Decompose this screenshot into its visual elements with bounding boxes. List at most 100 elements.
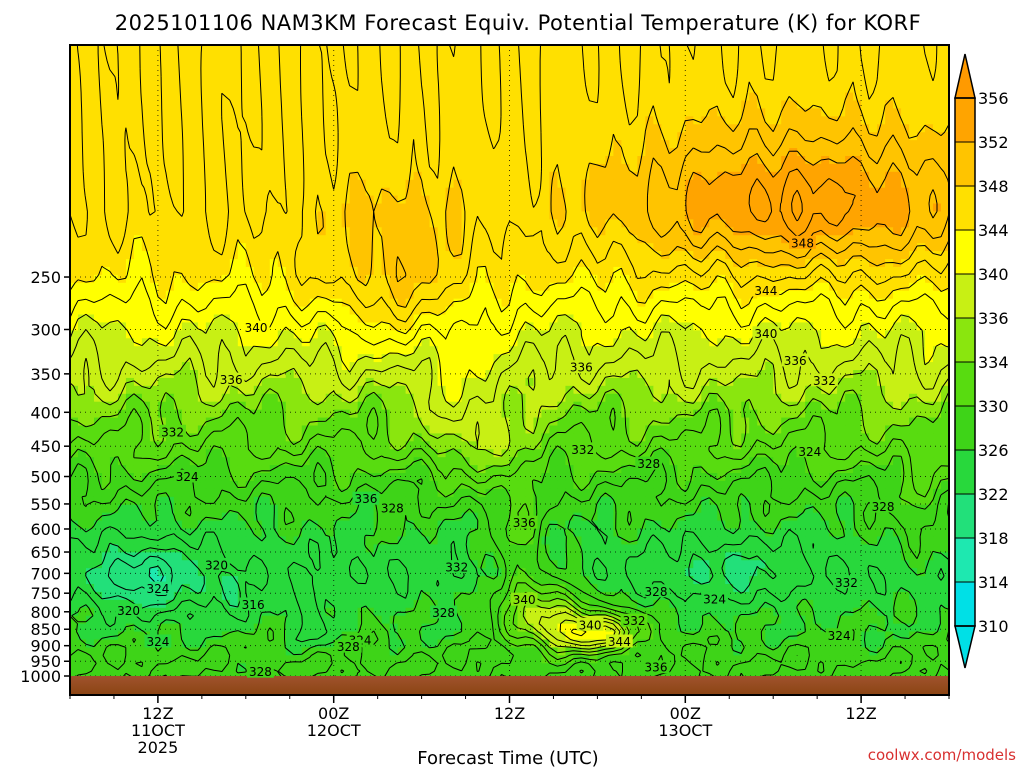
field-cell bbox=[805, 298, 814, 308]
field-cell bbox=[101, 155, 111, 165]
field-cell bbox=[93, 140, 103, 149]
field-cell bbox=[261, 290, 271, 300]
field-cell bbox=[477, 282, 487, 292]
field-cell bbox=[333, 266, 343, 276]
field-cell bbox=[621, 116, 630, 125]
field-cell bbox=[205, 266, 215, 276]
field-cell bbox=[149, 219, 159, 228]
field-cell bbox=[349, 354, 359, 363]
field-cell bbox=[869, 76, 878, 86]
field-cell bbox=[181, 171, 191, 181]
field-cell bbox=[621, 338, 630, 347]
field-cell bbox=[373, 290, 383, 300]
field-cell bbox=[941, 155, 949, 165]
field-cell bbox=[933, 52, 942, 62]
field-cell bbox=[293, 290, 303, 300]
field-cell bbox=[565, 298, 575, 308]
field-cell bbox=[829, 148, 838, 157]
field-cell bbox=[413, 243, 423, 252]
field-cell bbox=[261, 132, 271, 141]
field-cell bbox=[893, 211, 902, 220]
field-cell bbox=[189, 219, 199, 228]
field-cell bbox=[333, 60, 343, 70]
field-cell bbox=[805, 52, 814, 62]
field-cell bbox=[773, 298, 782, 308]
field-cell bbox=[901, 227, 910, 236]
field-cell bbox=[213, 140, 223, 149]
field-cell bbox=[133, 290, 143, 300]
field-cell bbox=[117, 92, 127, 102]
field-cell bbox=[709, 108, 718, 117]
field-cell bbox=[765, 124, 774, 133]
field-cell bbox=[149, 132, 159, 141]
field-cell bbox=[741, 330, 750, 339]
field-cell bbox=[221, 45, 231, 54]
field-cell bbox=[757, 274, 766, 284]
field-cell bbox=[853, 163, 862, 173]
field-cell bbox=[821, 235, 830, 244]
field-cell bbox=[93, 314, 103, 324]
field-cell bbox=[533, 227, 543, 236]
field-cell bbox=[749, 45, 758, 54]
field-cell bbox=[381, 243, 391, 252]
field-cell bbox=[909, 306, 918, 316]
field-cell bbox=[293, 68, 303, 78]
field-cell bbox=[341, 266, 351, 276]
field-cell bbox=[877, 45, 886, 54]
field-cell bbox=[741, 124, 750, 133]
field-cell bbox=[893, 362, 902, 371]
field-cell bbox=[621, 266, 630, 276]
field-cell bbox=[93, 116, 103, 125]
field-cell bbox=[645, 219, 654, 228]
field-cell bbox=[861, 92, 870, 102]
field-cell bbox=[597, 45, 606, 54]
field-cell bbox=[509, 370, 519, 379]
field-cell bbox=[429, 68, 439, 78]
field-cell bbox=[229, 219, 239, 228]
field-cell bbox=[621, 243, 630, 252]
field-cell bbox=[453, 148, 463, 157]
field-cell bbox=[157, 45, 167, 54]
field-cell bbox=[181, 354, 191, 363]
field-cell bbox=[373, 370, 383, 379]
field-cell bbox=[461, 116, 471, 125]
field-cell bbox=[517, 203, 527, 213]
field-cell bbox=[829, 393, 838, 403]
field-cell bbox=[861, 108, 870, 117]
field-cell bbox=[77, 92, 87, 102]
field-cell bbox=[677, 163, 686, 173]
field-cell bbox=[709, 330, 718, 339]
field-cell bbox=[741, 52, 750, 62]
field-cell bbox=[621, 52, 630, 62]
field-cell bbox=[189, 84, 199, 94]
field-cell bbox=[749, 171, 758, 181]
field-cell bbox=[437, 148, 447, 157]
field-cell bbox=[877, 92, 886, 102]
field-cell bbox=[453, 274, 463, 284]
field-cell bbox=[845, 346, 854, 355]
field-cell bbox=[117, 322, 127, 331]
field-cell bbox=[877, 140, 886, 149]
field-cell bbox=[237, 148, 247, 157]
field-cell bbox=[845, 108, 854, 117]
field-cell bbox=[357, 338, 367, 347]
field-cell bbox=[901, 132, 910, 141]
field-cell bbox=[701, 92, 710, 102]
field-cell bbox=[125, 195, 135, 205]
field-cell bbox=[70, 266, 79, 276]
field-cell bbox=[781, 290, 790, 300]
field-cell bbox=[109, 235, 119, 244]
field-cell bbox=[709, 243, 718, 252]
field-cell bbox=[541, 68, 551, 78]
field-cell bbox=[341, 251, 351, 260]
field-cell bbox=[77, 370, 87, 379]
field-cell bbox=[533, 132, 543, 141]
field-cell bbox=[597, 92, 606, 102]
field-cell bbox=[125, 45, 135, 54]
field-cell bbox=[781, 60, 790, 70]
field-cell bbox=[917, 68, 926, 78]
field-cell bbox=[581, 92, 591, 102]
field-cell bbox=[101, 393, 111, 403]
field-cell bbox=[877, 362, 886, 371]
field-cell bbox=[917, 346, 926, 355]
